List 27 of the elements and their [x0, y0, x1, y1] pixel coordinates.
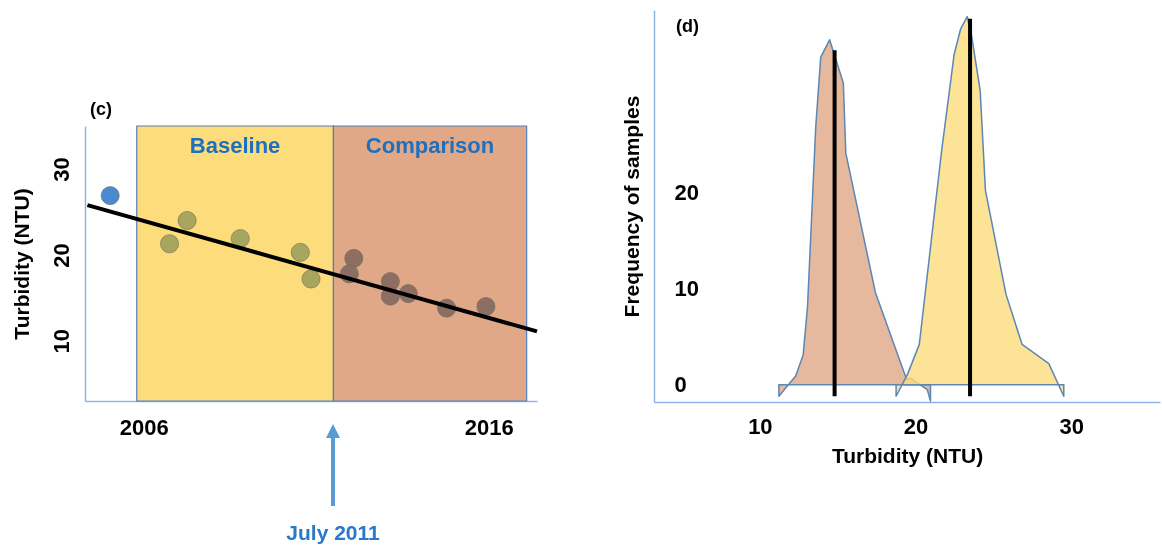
x-tick-label: 20	[903, 413, 929, 439]
x-axis-title: Turbidity (NTU)	[831, 443, 984, 467]
point	[160, 234, 179, 254]
point	[344, 248, 364, 268]
point	[476, 297, 496, 316]
x-tick-label: 2006	[119, 414, 169, 440]
point	[301, 269, 321, 289]
y-tick-label: 20	[48, 243, 74, 268]
y-tick-label: 20	[674, 180, 699, 206]
y-tick-label: 10	[48, 329, 74, 354]
chart-title: (d)	[676, 16, 699, 36]
band-label: Baseline	[189, 133, 281, 158]
point	[177, 211, 197, 230]
y-axis-title: Frequency of samples	[619, 95, 643, 318]
y-tick-label: 10	[674, 276, 699, 302]
y-axis-title: Turbidity (NTU)	[9, 188, 33, 340]
x-tick-label: 2016	[464, 414, 514, 440]
chart-title: (c)	[90, 99, 112, 120]
x-tick-label: 30	[1059, 413, 1084, 439]
y-tick-label: 30	[48, 157, 74, 182]
text: July 2011	[286, 521, 381, 544]
band-label: Comparison	[365, 133, 495, 158]
x-tick-label: 10	[748, 413, 773, 439]
point	[100, 186, 120, 205]
y-tick-label: 0	[674, 372, 687, 398]
point	[230, 229, 250, 248]
point	[290, 242, 310, 262]
